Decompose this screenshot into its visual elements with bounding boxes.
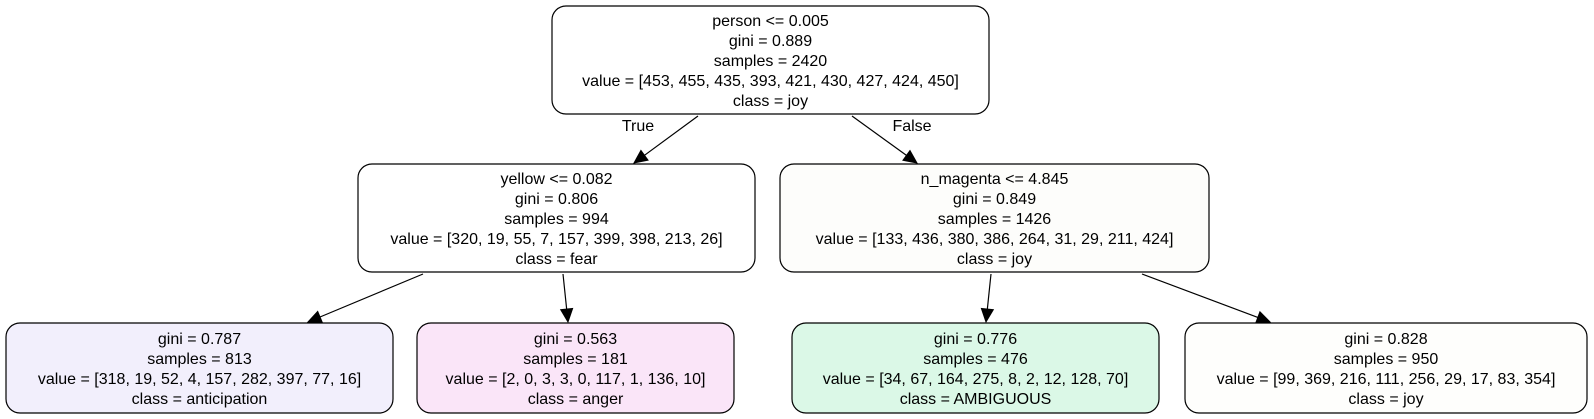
edge-label-true: True: [622, 118, 654, 135]
node-line: gini = 0.849: [953, 191, 1036, 208]
node-line: class = anticipation: [132, 391, 268, 408]
node-line: class = joy: [1348, 391, 1423, 408]
node-line: value = [99, 369, 216, 111, 256, 29, 17,…: [1217, 371, 1556, 388]
edge-line: [851, 115, 907, 156]
edge-line: [986, 273, 992, 310]
node-box: [791, 322, 1160, 414]
node-line: gini = 0.787: [158, 331, 241, 348]
node-box: [416, 322, 735, 414]
edge-label-false: False: [892, 118, 931, 135]
node-line: samples = 476: [923, 351, 1028, 368]
node-line: value = [2, 0, 3, 3, 0, 117, 1, 136, 10]: [446, 371, 706, 388]
tree-node-leaf-rr: gini = 0.828 samples = 950 value = [99, 36…: [1184, 322, 1588, 414]
node-line: samples = 181: [523, 351, 628, 368]
node-line: samples = 1426: [938, 211, 1052, 228]
arrowhead-icon: [306, 310, 324, 324]
tree-node-root: person <= 0.005 gini = 0.889 samples = 242…: [551, 5, 990, 115]
node-line: value = [453, 455, 435, 393, 421, 430, 4…: [582, 73, 959, 90]
edge-line: [319, 273, 424, 318]
node-line: n_magenta <= 4.845: [921, 171, 1069, 188]
node-line: samples = 2420: [714, 53, 828, 70]
edge-left-to-leaf_lr: [559, 273, 574, 324]
arrowhead-icon: [633, 149, 649, 164]
edge-root-to-right: False: [851, 115, 932, 164]
node-line: value = [34, 67, 164, 275, 8, 2, 12, 128…: [823, 371, 1129, 388]
edge-right-to-leaf_rr: [1141, 273, 1272, 324]
node-line: gini = 0.889: [729, 33, 812, 50]
node-box: [5, 322, 394, 414]
node-box: [779, 163, 1210, 273]
tree-node-leaf-rl: gini = 0.776 samples = 476 value = [34, 67…: [791, 322, 1160, 414]
node-line: class = anger: [528, 391, 624, 408]
node-line: value = [318, 19, 52, 4, 157, 282, 397, …: [38, 371, 361, 388]
node-line: class = joy: [733, 93, 808, 110]
node-line: value = [320, 19, 55, 7, 157, 399, 398, …: [390, 231, 722, 248]
node-line: value = [133, 436, 380, 386, 264, 31, 29…: [816, 231, 1174, 248]
node-box: [1184, 322, 1588, 414]
node-line: samples = 813: [147, 351, 252, 368]
node-line: samples = 950: [1334, 351, 1439, 368]
edge-left-to-leaf_ll: [306, 273, 424, 324]
node-line: yellow <= 0.082: [500, 171, 612, 188]
tree-node-leaf-lr: gini = 0.563 samples = 181 value = [2, 0, …: [416, 322, 735, 414]
tree-node-right: n_magenta <= 4.845 gini = 0.849 samples = …: [779, 163, 1210, 273]
node-box: [551, 5, 990, 115]
edge-line: [562, 273, 568, 310]
arrowhead-icon: [559, 307, 574, 324]
arrowhead-icon: [1254, 310, 1272, 324]
edge-root-to-left: True: [622, 115, 699, 164]
edge-line: [644, 115, 699, 156]
node-line: gini = 0.776: [934, 331, 1017, 348]
node-line: class = fear: [515, 251, 598, 268]
node-line: gini = 0.806: [515, 191, 598, 208]
node-line: class = AMBIGUOUS: [900, 391, 1052, 408]
tree-node-leaf-ll: gini = 0.787 samples = 813 value = [318, 1…: [5, 322, 394, 414]
edge-line: [1141, 273, 1259, 318]
arrowhead-icon: [980, 307, 995, 324]
edge-right-to-leaf_rl: [980, 273, 995, 324]
tree-node-left: yellow <= 0.082 gini = 0.806 samples = 994…: [357, 163, 756, 273]
node-line: gini = 0.563: [534, 331, 617, 348]
node-line: gini = 0.828: [1344, 331, 1427, 348]
node-line: person <= 0.005: [712, 13, 829, 30]
arrowhead-icon: [902, 149, 918, 164]
node-line: samples = 994: [504, 211, 609, 228]
node-box: [357, 163, 756, 273]
node-line: class = joy: [957, 251, 1032, 268]
